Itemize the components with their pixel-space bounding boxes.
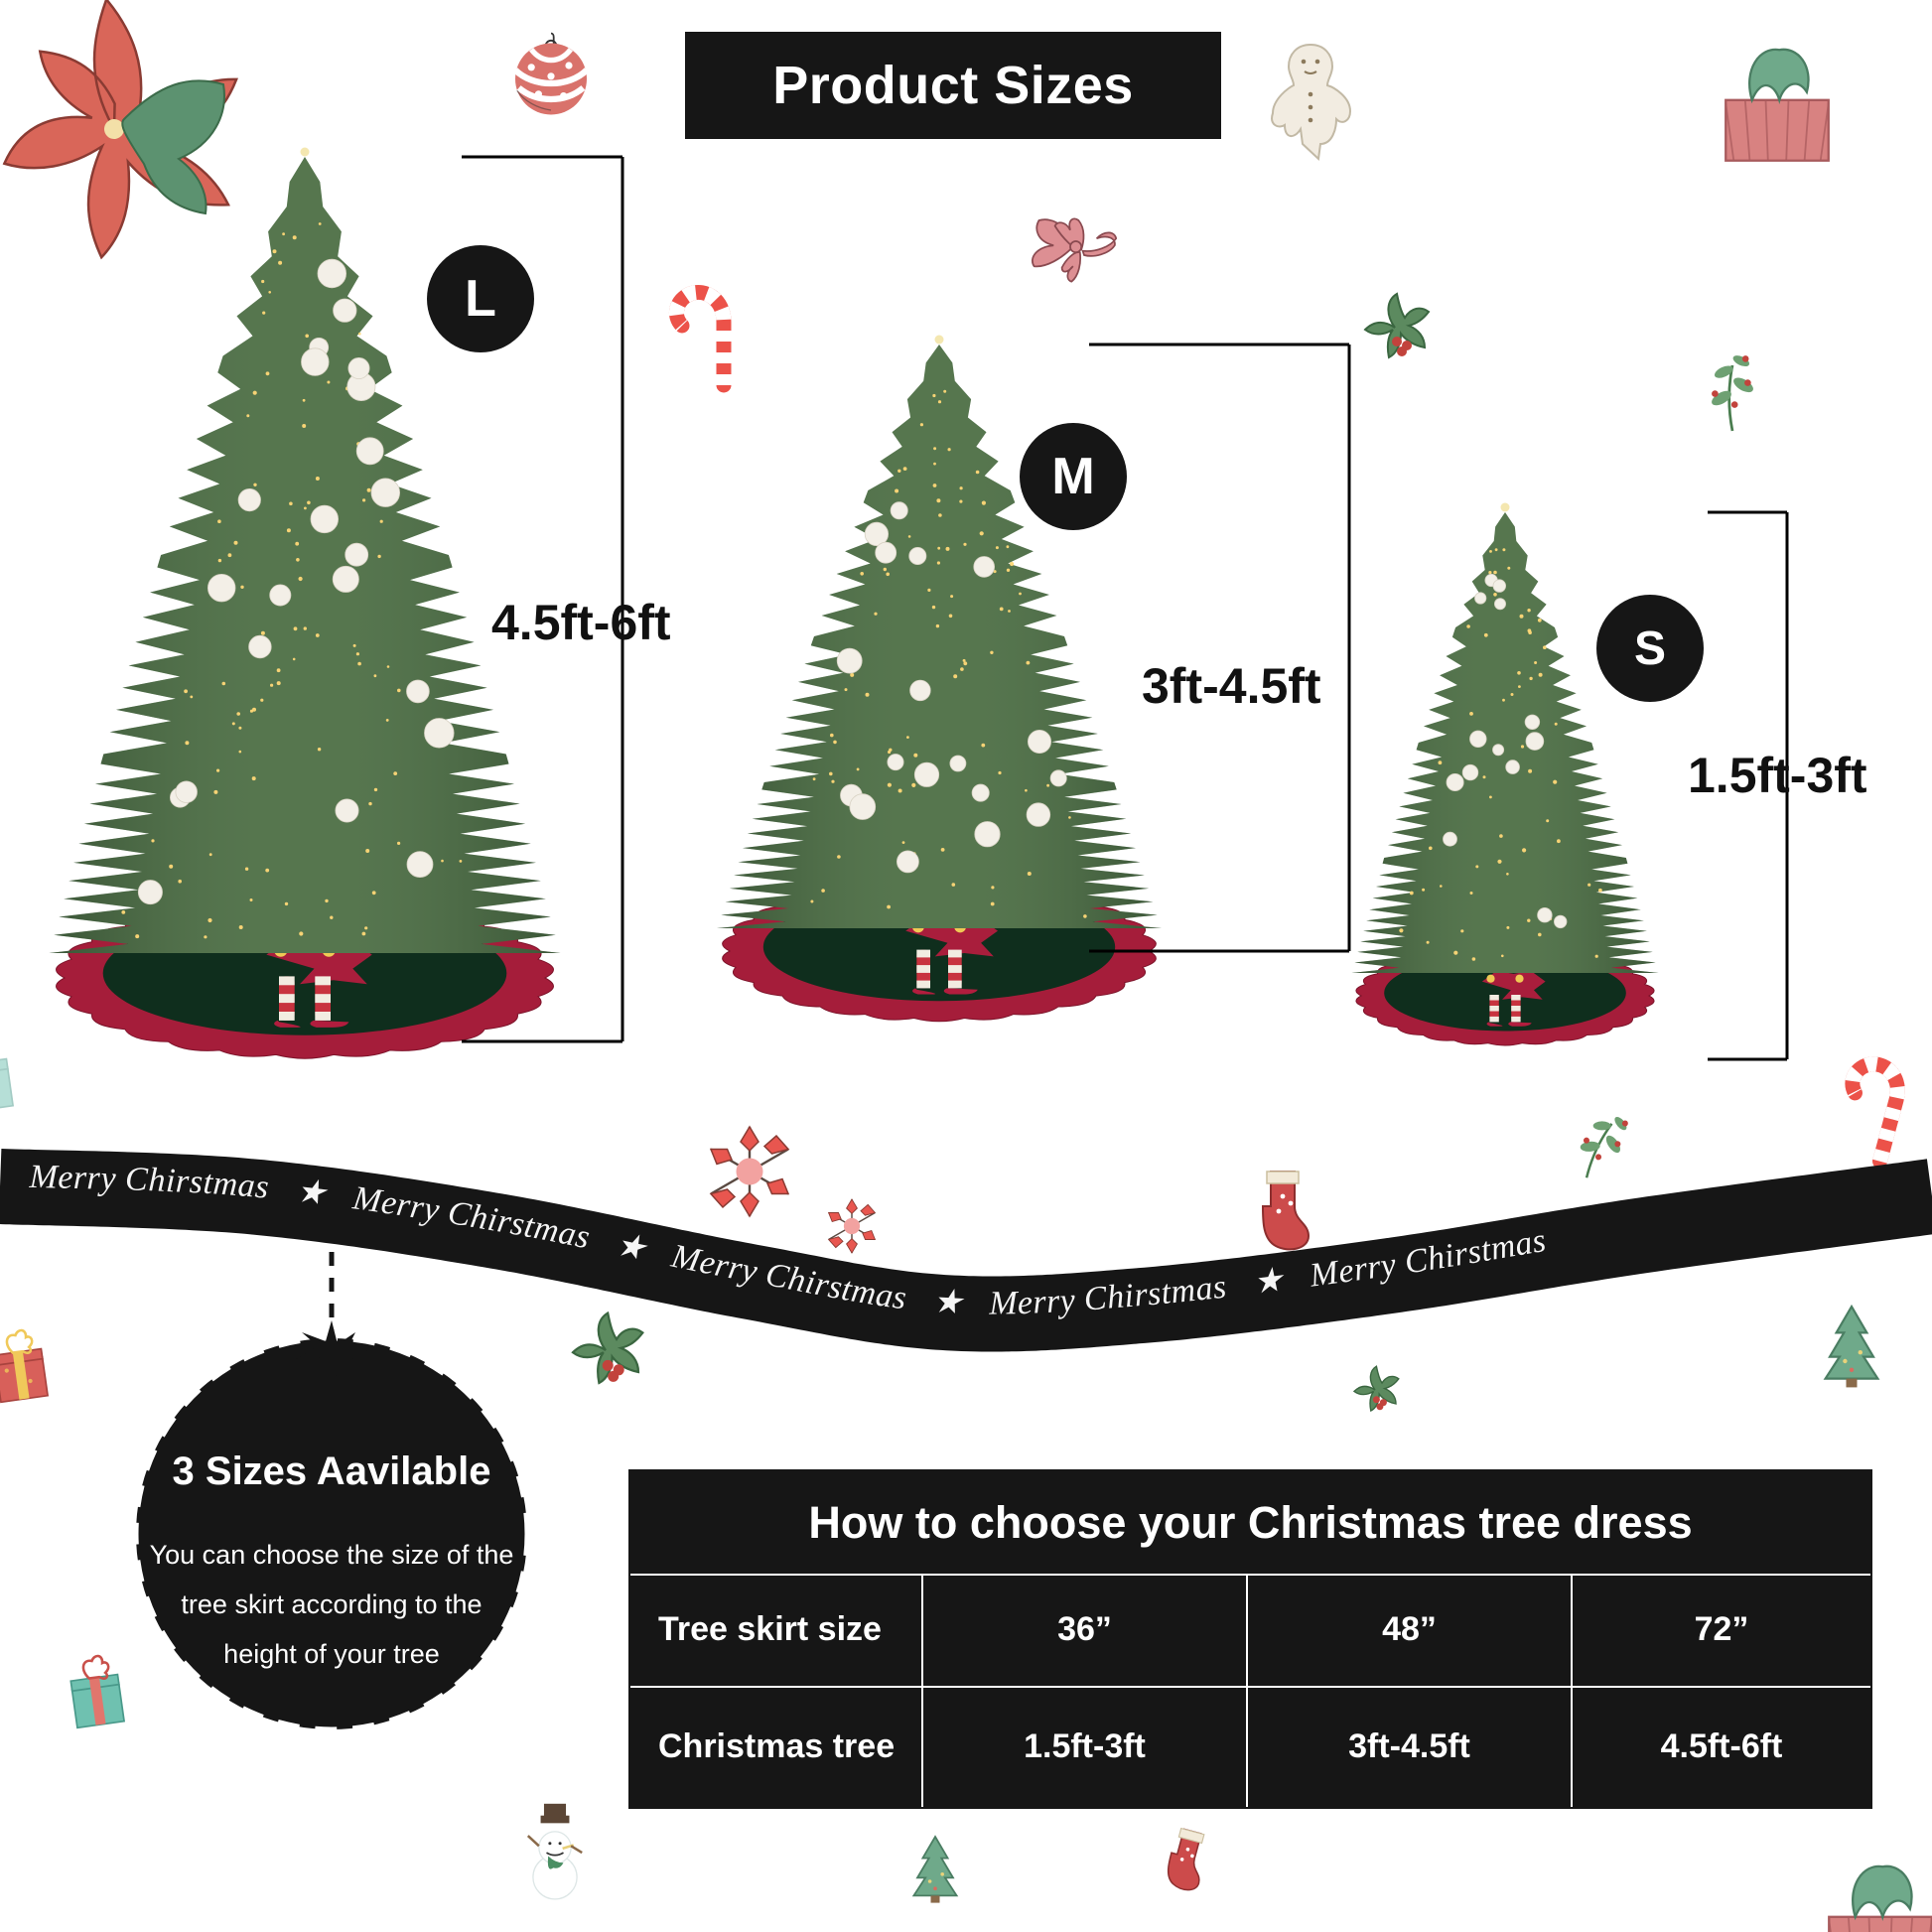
svg-text:3 Sizes Aavilable: 3 Sizes Aavilable [173,1449,491,1493]
svg-text:You can choose the size of the: You can choose the size of the [150,1540,514,1570]
svg-text:tree skirt according to the: tree skirt according to the [181,1589,482,1619]
svg-text:height of your tree: height of your tree [223,1639,440,1669]
